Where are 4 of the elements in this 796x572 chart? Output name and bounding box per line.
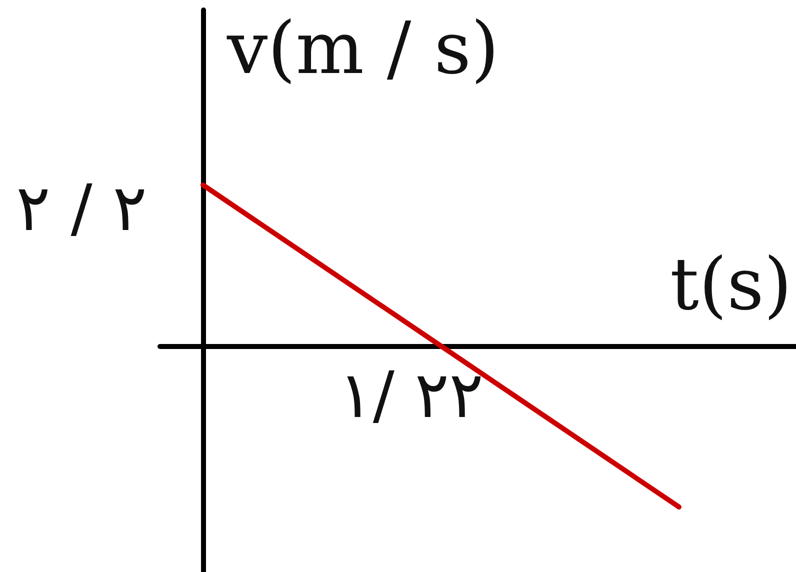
annotation: ۱/ ۲۲: [338, 359, 484, 433]
x-axis-title: t(s): [670, 242, 792, 326]
y-axis-title: v(m / s): [226, 6, 500, 90]
text: ۲ / ۲: [16, 172, 147, 246]
